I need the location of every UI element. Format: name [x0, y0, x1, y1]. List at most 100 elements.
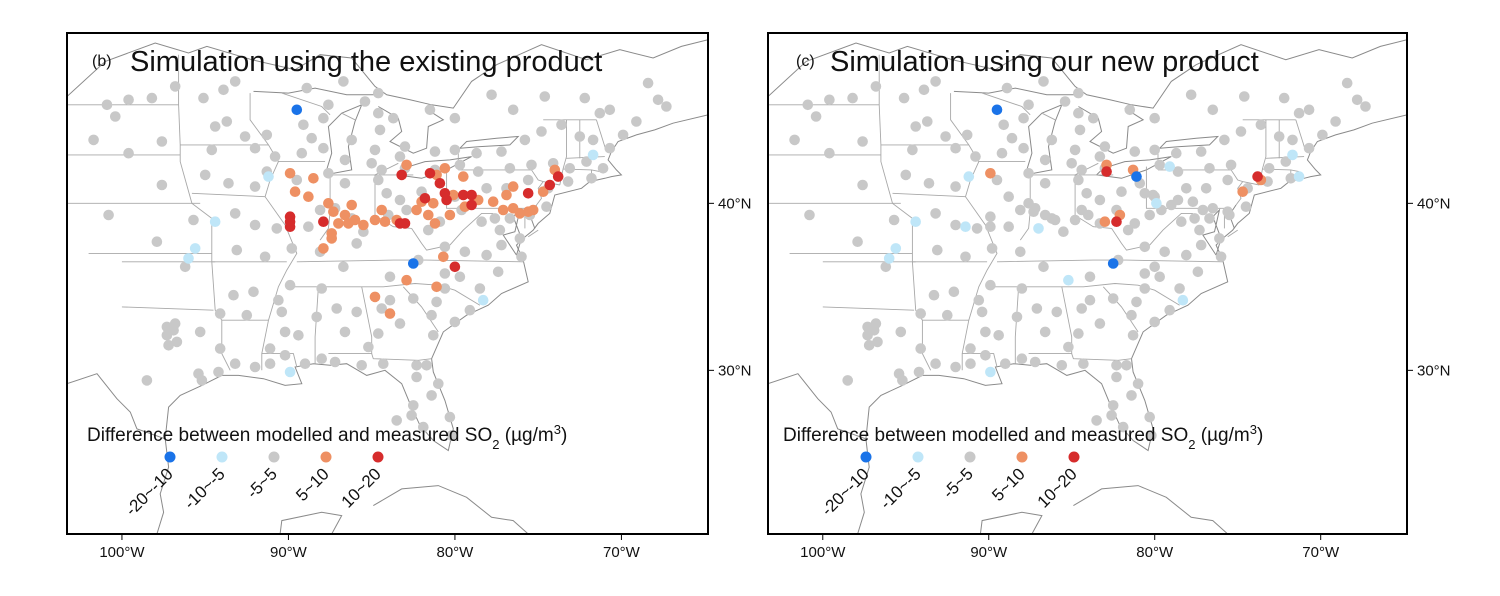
- station-point-red: [399, 218, 411, 229]
- station-point-gray: [617, 129, 629, 141]
- station-point-gray: [948, 286, 960, 298]
- station-point-gray: [564, 163, 576, 174]
- station-point-gray: [249, 219, 261, 231]
- station-point-gray: [950, 361, 961, 373]
- station-point-gray: [1263, 163, 1275, 174]
- station-point-red: [396, 169, 408, 181]
- station-point-gray: [789, 134, 800, 146]
- panel-title: Simulation using our new product: [830, 46, 1259, 78]
- station-point-gray: [428, 330, 439, 341]
- station-point-gray: [146, 92, 158, 104]
- station-point-gray: [993, 330, 1004, 341]
- station-point-gray: [411, 360, 422, 371]
- station-point-red: [1252, 171, 1263, 182]
- station-point-gray: [1174, 283, 1185, 294]
- station-point-red: [419, 193, 431, 204]
- station-point-gray: [369, 144, 381, 156]
- station-point-gray: [418, 421, 429, 433]
- station-point-gray: [381, 188, 393, 199]
- station-point-gray: [504, 213, 516, 224]
- station-point-orange: [487, 196, 499, 207]
- station-point-light: [1033, 223, 1044, 234]
- station-point-gray: [373, 174, 384, 186]
- station-point-gray: [516, 251, 527, 263]
- legend-title: Difference between modelled and measured…: [87, 422, 567, 452]
- station-point-gray: [1121, 360, 1132, 371]
- station-point-gray: [1023, 99, 1034, 111]
- station-point-gray: [249, 181, 261, 192]
- x-tick-label: 90°W: [970, 544, 1008, 561]
- station-point-gray: [351, 238, 363, 249]
- station-point-gray: [930, 76, 941, 87]
- station-point-red: [284, 221, 296, 232]
- state-line: [1014, 286, 1020, 364]
- station-point-gray: [950, 181, 961, 192]
- y-tick-label: 30°N: [718, 362, 752, 379]
- station-point-gray: [1006, 132, 1018, 144]
- station-point-gray: [940, 131, 951, 142]
- coastline: [1159, 135, 1220, 149]
- coastline: [373, 485, 529, 534]
- station-point-gray: [918, 84, 930, 96]
- station-point-red: [441, 194, 452, 206]
- station-point-gray: [439, 268, 451, 279]
- station-point-gray: [802, 99, 814, 111]
- station-point-gray: [1195, 146, 1207, 157]
- station-point-gray: [229, 208, 241, 219]
- station-point-gray: [985, 279, 996, 291]
- station-point-gray: [1073, 107, 1084, 119]
- state-line: [892, 192, 966, 198]
- station-point-gray: [913, 366, 925, 378]
- station-point-gray: [1204, 213, 1215, 224]
- station-point-gray: [888, 214, 900, 226]
- coastline: [67, 114, 708, 452]
- station-point-light: [985, 366, 996, 378]
- station-point-gray: [1280, 156, 1292, 167]
- station-point-orange: [328, 206, 339, 217]
- state-line: [1071, 353, 1132, 361]
- station-point-gray: [194, 326, 206, 338]
- station-point-gray: [897, 375, 908, 386]
- state-line: [191, 192, 266, 198]
- x-tick-label: 70°W: [1302, 544, 1340, 561]
- station-point-light: [263, 171, 274, 182]
- station-point-gray: [1003, 221, 1014, 232]
- station-point-blue: [991, 104, 1003, 116]
- station-point-gray: [388, 112, 399, 124]
- station-point-orange: [401, 274, 412, 286]
- station-point-orange: [497, 204, 509, 216]
- station-point-gray: [1099, 141, 1111, 152]
- x-tick-label: 70°W: [603, 544, 641, 561]
- station-point-gray: [424, 104, 436, 116]
- station-point-gray: [206, 144, 218, 156]
- station-point-orange: [985, 168, 996, 179]
- station-point-gray: [394, 194, 406, 206]
- station-point-gray: [1076, 303, 1087, 314]
- station-point-gray: [1127, 330, 1139, 341]
- station-point-gray: [293, 330, 304, 341]
- coastline: [279, 511, 343, 534]
- station-point-gray: [239, 131, 251, 142]
- station-point-gray: [986, 243, 998, 254]
- station-point-red: [466, 199, 477, 211]
- station-point-gray: [1195, 239, 1207, 251]
- station-point-gray: [299, 358, 311, 370]
- station-point-gray: [880, 261, 892, 273]
- station-point-gray: [1278, 92, 1290, 104]
- station-point-gray: [1149, 112, 1160, 124]
- station-point-gray: [1073, 174, 1084, 186]
- legend-swatch-light: [216, 451, 228, 463]
- legend-swatch-red: [1068, 451, 1080, 463]
- station-point-gray: [991, 174, 1003, 186]
- station-point-orange: [333, 218, 344, 229]
- station-point-gray: [492, 266, 504, 278]
- station-point-gray: [1023, 168, 1034, 179]
- station-point-gray: [284, 279, 296, 291]
- station-point-gray: [1139, 188, 1151, 199]
- legend-label: 10~20: [338, 464, 385, 511]
- station-point-gray: [1144, 411, 1155, 423]
- station-point-gray: [429, 146, 441, 157]
- station-point-gray: [1081, 188, 1092, 199]
- station-point-gray: [156, 179, 168, 191]
- station-point-orange: [326, 233, 338, 244]
